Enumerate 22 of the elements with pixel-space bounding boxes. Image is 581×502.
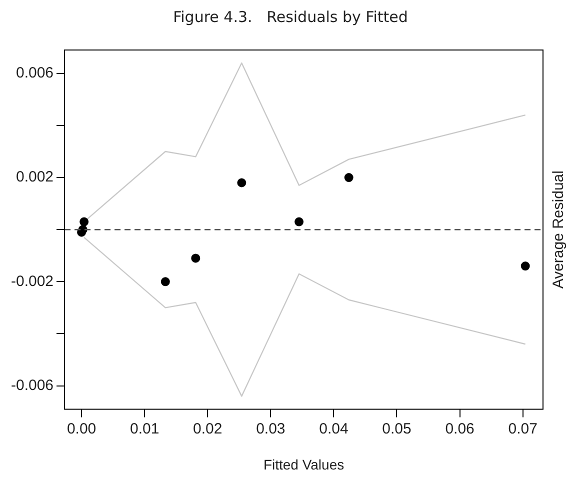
- x-tick-label: 0.06: [445, 420, 474, 438]
- x-tick-label: 0.00: [66, 420, 96, 438]
- x-tick-label: 0.04: [319, 420, 348, 438]
- y-axis-title: Average Residual: [550, 170, 568, 289]
- y-tick-label: 0.002: [16, 168, 54, 186]
- x-tick-label: 0.05: [382, 420, 412, 438]
- x-tick-label: 0.02: [193, 420, 222, 438]
- x-tick-label: 0.01: [130, 420, 160, 438]
- y-tick-label: -0.006: [10, 376, 54, 394]
- y-tick-label: -0.002: [10, 272, 54, 290]
- x-tick-label: 0.07: [508, 420, 538, 438]
- point: [80, 217, 89, 226]
- point: [191, 254, 200, 263]
- x-tick-label: 0.03: [256, 420, 286, 438]
- point: [160, 277, 170, 286]
- point: [237, 178, 246, 188]
- chart-title: Figure 4.3. Residuals by Fitted: [172, 8, 409, 26]
- point: [294, 217, 304, 226]
- point: [344, 173, 354, 182]
- y-tick-label: 0.006: [16, 64, 54, 82]
- point: [520, 262, 530, 271]
- x-axis-title: Fitted Values: [263, 456, 344, 472]
